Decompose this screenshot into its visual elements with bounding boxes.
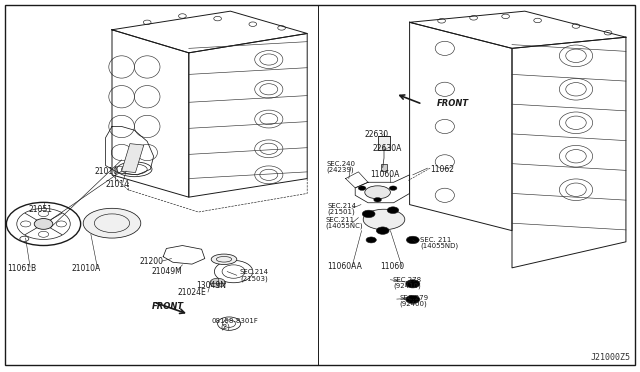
Circle shape (249, 22, 257, 26)
Ellipse shape (365, 186, 390, 199)
Text: 21200: 21200 (140, 257, 164, 266)
Circle shape (406, 295, 420, 304)
Text: (14055NC): (14055NC) (325, 223, 363, 230)
Ellipse shape (364, 209, 405, 230)
Circle shape (143, 20, 151, 25)
Text: (21501): (21501) (328, 208, 355, 215)
Text: 21014: 21014 (106, 180, 130, 189)
Bar (381, 164, 387, 171)
Text: SEC.278: SEC.278 (393, 277, 422, 283)
Text: 08158-8301F: 08158-8301F (211, 318, 258, 324)
Text: 11060A: 11060A (371, 170, 400, 179)
Circle shape (218, 317, 241, 330)
Circle shape (534, 18, 541, 23)
Text: SEC.279: SEC.279 (399, 295, 429, 301)
Circle shape (376, 227, 389, 234)
Text: SEC.211: SEC.211 (325, 217, 355, 223)
Circle shape (502, 14, 509, 19)
Circle shape (38, 211, 49, 217)
Circle shape (214, 16, 221, 21)
Circle shape (362, 210, 375, 218)
Circle shape (389, 186, 397, 190)
Circle shape (604, 31, 612, 35)
Circle shape (438, 19, 445, 23)
Text: 22630: 22630 (365, 130, 389, 139)
Circle shape (374, 198, 381, 202)
Text: 13049N: 13049N (196, 281, 227, 290)
Text: 11060AA: 11060AA (327, 262, 362, 271)
Circle shape (179, 14, 186, 18)
Text: (92400): (92400) (399, 300, 427, 307)
Circle shape (35, 218, 53, 229)
Text: 21010: 21010 (95, 167, 119, 176)
Text: SEC.240: SEC.240 (326, 161, 355, 167)
Circle shape (572, 24, 580, 28)
Text: 21049M: 21049M (152, 267, 182, 276)
Text: FRONT: FRONT (152, 302, 184, 311)
Text: SEC.214: SEC.214 (328, 203, 356, 209)
Text: 21024E: 21024E (178, 288, 207, 297)
Text: (14055ND): (14055ND) (420, 243, 459, 249)
Circle shape (470, 16, 477, 20)
Circle shape (406, 236, 419, 244)
Text: 11062: 11062 (430, 165, 454, 174)
Text: 21051: 21051 (28, 205, 52, 214)
Text: SEC.214: SEC.214 (240, 269, 269, 275)
Circle shape (20, 221, 31, 227)
Text: 21010A: 21010A (72, 264, 101, 273)
Circle shape (366, 237, 376, 243)
Ellipse shape (211, 254, 237, 264)
Circle shape (387, 207, 399, 214)
Circle shape (38, 231, 49, 237)
Bar (378, 136, 390, 150)
Circle shape (210, 278, 225, 287)
Text: (24239): (24239) (326, 166, 354, 173)
Circle shape (56, 221, 67, 227)
Text: 11061B: 11061B (8, 264, 37, 273)
Text: (2): (2) (221, 323, 230, 330)
Circle shape (278, 26, 285, 30)
Text: SEC. 211: SEC. 211 (420, 237, 452, 243)
Text: (21503): (21503) (240, 275, 268, 282)
Circle shape (406, 280, 420, 288)
Circle shape (20, 236, 29, 241)
Ellipse shape (83, 208, 141, 238)
Text: 11060: 11060 (380, 262, 404, 271)
Text: J21000Z5: J21000Z5 (590, 353, 630, 362)
Text: FRONT: FRONT (437, 99, 469, 108)
Circle shape (358, 186, 366, 190)
Text: 22630A: 22630A (372, 144, 402, 153)
Bar (122, 144, 144, 173)
Text: (92410): (92410) (393, 282, 420, 289)
